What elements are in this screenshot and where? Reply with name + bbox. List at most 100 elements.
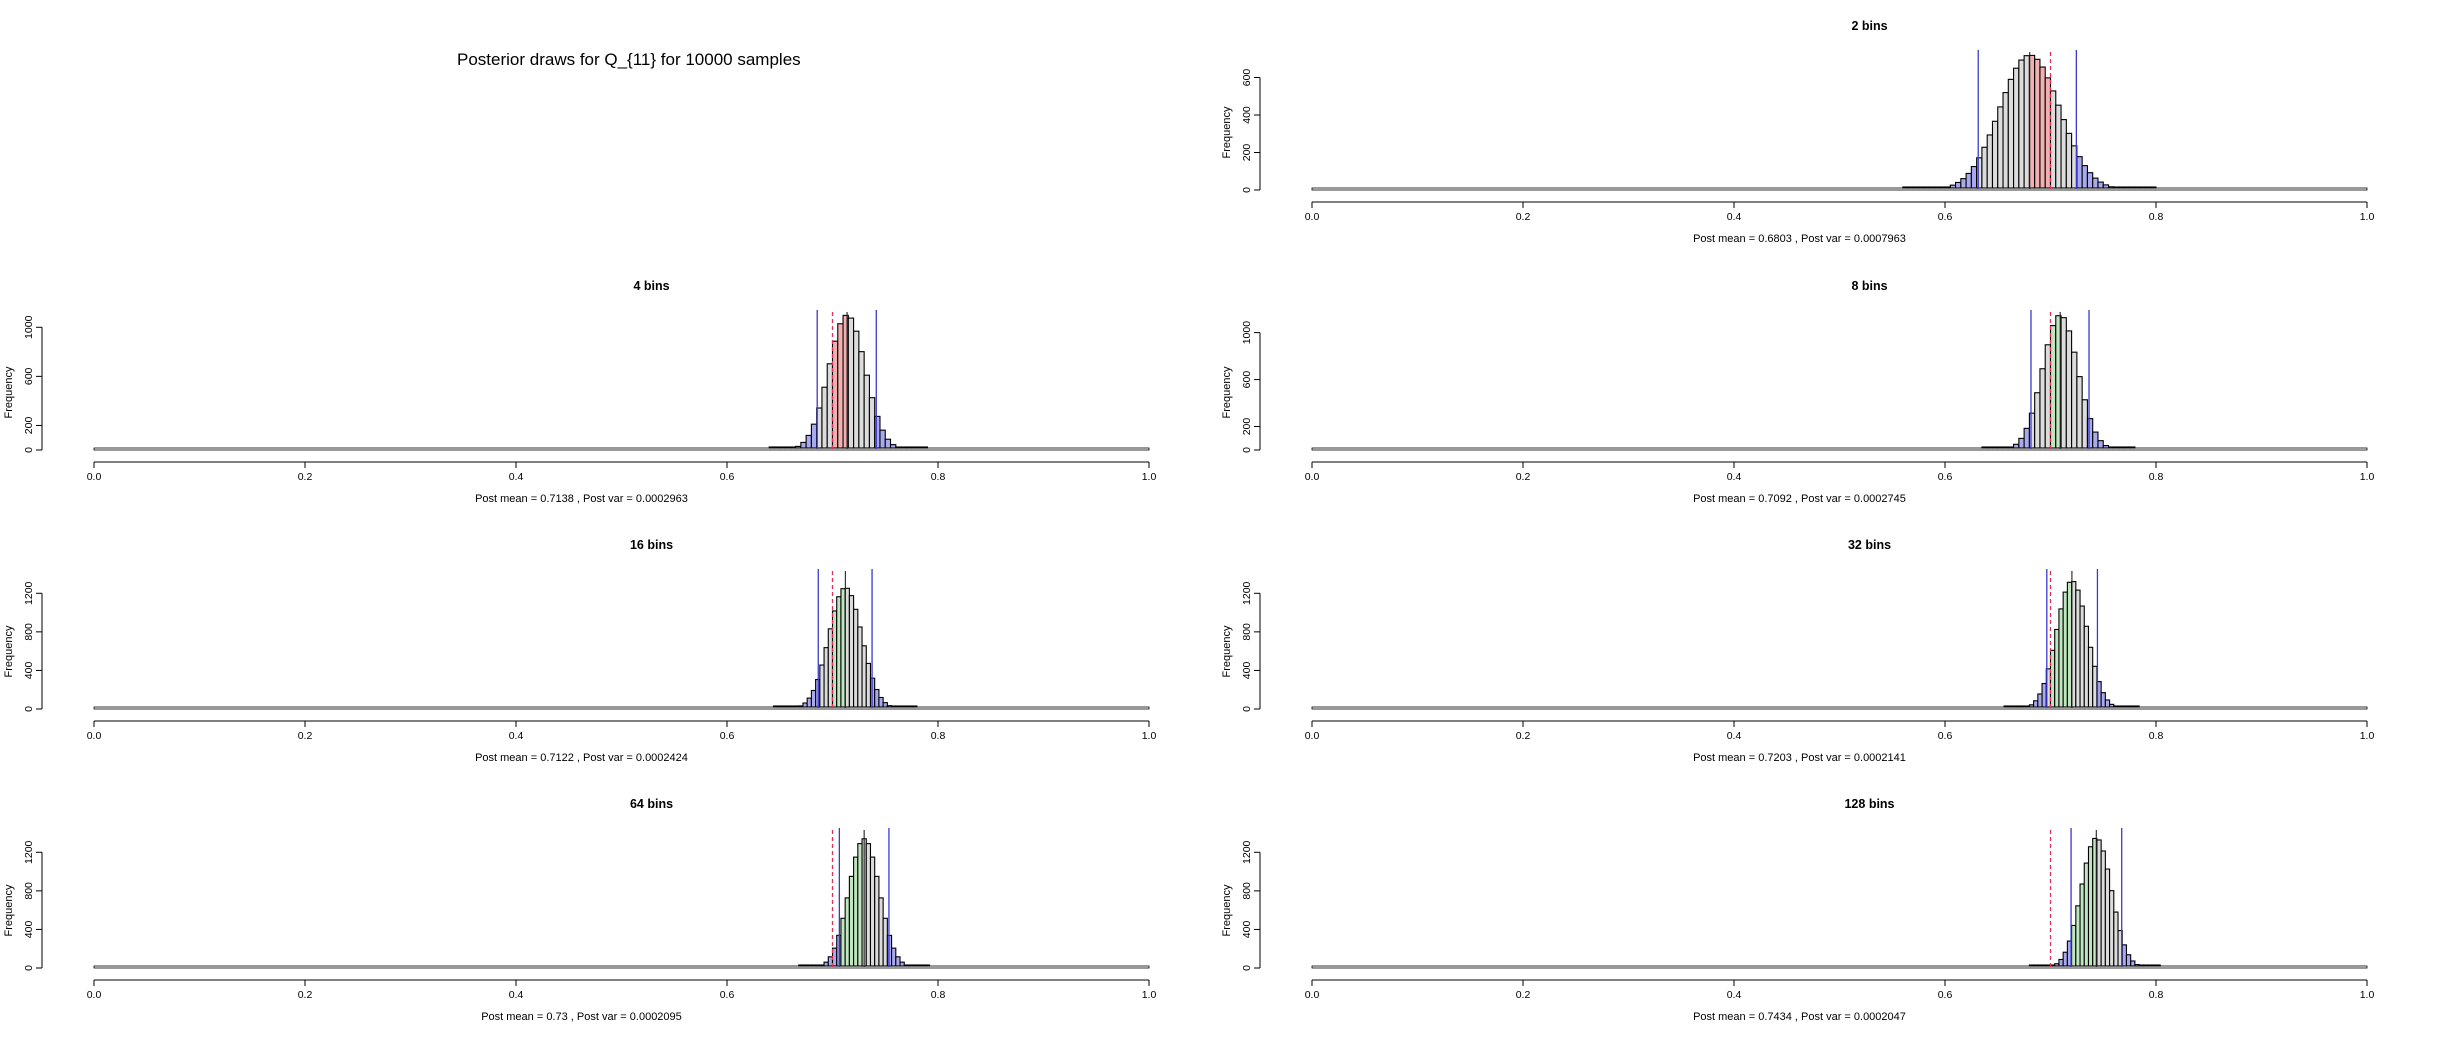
histogram-bar — [865, 843, 872, 967]
histogram-bar — [805, 434, 812, 449]
histogram-bar — [2002, 92, 2009, 189]
histogram-bar — [882, 702, 888, 708]
y-tick-label: 1200 — [23, 840, 35, 864]
histogram-bar — [798, 964, 804, 967]
histogram-bar — [1944, 186, 1951, 189]
histogram-bar — [826, 363, 834, 449]
histogram-bar — [2033, 700, 2039, 708]
histogram-bar — [2037, 964, 2043, 967]
histogram-bar — [785, 705, 791, 708]
histogram-bar — [912, 964, 918, 967]
x-tick-label: 0.2 — [298, 989, 313, 1001]
x-tick-label: 0.0 — [87, 730, 102, 742]
x-tick-label: 0.8 — [2149, 730, 2164, 742]
histogram-bar — [800, 441, 807, 449]
histogram-bar — [2018, 59, 2025, 189]
histogram-bar — [810, 689, 817, 708]
histogram-bar — [2018, 437, 2025, 449]
histogram-bar — [2058, 608, 2064, 708]
histogram-bar — [1981, 146, 1988, 189]
histogram-bar — [2086, 418, 2094, 449]
histogram-bar — [2081, 399, 2088, 449]
histogram-bar — [1939, 186, 1946, 189]
x-tick-label: 0.2 — [1516, 211, 1531, 223]
histogram-bar — [2087, 646, 2094, 708]
histogram-baseline — [1311, 706, 2368, 710]
histogram-bar — [798, 705, 804, 708]
histogram-bar — [2071, 924, 2077, 967]
histogram-bar — [2033, 964, 2039, 967]
histogram-bar — [861, 645, 867, 708]
histogram-bar — [2075, 905, 2081, 967]
x-tick-label: 0.0 — [87, 989, 102, 1001]
histogram-bar — [924, 964, 931, 967]
histogram-bar — [2044, 77, 2052, 189]
histogram-bar — [907, 705, 914, 708]
histogram-bar — [819, 964, 825, 967]
histogram-bar — [789, 446, 797, 449]
x-tick-label: 0.4 — [509, 730, 524, 742]
histogram-bar — [1986, 134, 1994, 189]
histogram-bar — [2037, 693, 2043, 708]
histogram-bar — [2097, 181, 2104, 189]
histogram-bar — [2024, 705, 2030, 708]
histogram-bar — [2002, 446, 2009, 449]
histogram-bar — [819, 664, 825, 708]
histogram-bar — [2102, 445, 2110, 449]
x-tick-label: 0.6 — [720, 989, 735, 1001]
chart-title: 2 bins — [1851, 19, 1887, 33]
y-tick-label: 1200 — [1241, 581, 1253, 605]
histogram-bar — [858, 351, 865, 449]
histogram-bar — [2102, 184, 2110, 189]
histogram-panel-3: 16 bins Frequency 0 400 800 1200 0.0 0.2 0.4 0.6 0… — [3, 538, 1156, 764]
histogram-bar — [1976, 157, 1983, 189]
histogram-bar — [2049, 325, 2057, 449]
histogram-bar — [869, 856, 876, 967]
x-tick-label: 0.6 — [1938, 989, 1953, 1001]
histogram-bar — [789, 705, 796, 708]
histogram-bar — [2071, 351, 2078, 449]
x-tick-label: 1.0 — [2360, 471, 2375, 483]
histogram-bar — [2113, 186, 2120, 189]
histogram-bar — [2013, 67, 2020, 189]
histogram-bar — [2117, 705, 2123, 708]
histogram-bar — [2060, 317, 2067, 449]
y-tick-label: 800 — [1241, 882, 1253, 900]
histogram-bar — [2007, 78, 2015, 189]
histogram-bar — [772, 705, 779, 708]
histogram-bar — [2076, 376, 2083, 449]
histogram-bar — [2121, 944, 2128, 967]
histogram-bar — [823, 647, 829, 708]
histogram-bar — [879, 429, 886, 449]
histogram-bar — [895, 705, 901, 708]
x-tick-label: 1.0 — [2360, 730, 2375, 742]
histogram-bar — [2054, 628, 2060, 708]
histogram-bar — [916, 446, 923, 449]
histogram-bar — [2016, 705, 2022, 708]
y-tick-label: 1200 — [1241, 840, 1253, 864]
histogram-bar — [891, 705, 897, 708]
histogram-bar — [2066, 581, 2073, 708]
histogram-bar — [2023, 55, 2030, 189]
x-tick-label: 0.0 — [87, 471, 102, 483]
page-title: Posterior draws for Q_{11} for 10000 sam… — [457, 50, 801, 69]
y-axis-label: Frequency — [3, 366, 15, 418]
y-axis-label: Frequency — [1221, 106, 1233, 158]
y-tick-label: 400 — [1241, 921, 1253, 939]
histogram-bar — [2049, 90, 2057, 189]
histogram-bar — [2087, 846, 2094, 967]
y-tick-label: 0 — [23, 447, 35, 453]
histogram-bar — [2113, 911, 2119, 967]
histogram-bar — [2123, 446, 2131, 449]
histogram-bar — [2034, 392, 2041, 449]
histogram-bar — [2121, 705, 2128, 708]
histogram-bar — [827, 628, 834, 708]
histogram-bar — [2062, 951, 2068, 967]
histogram-bar — [1981, 446, 1988, 449]
x-tick-label: 0.0 — [1305, 211, 1320, 223]
histogram-bar — [840, 917, 846, 967]
histogram-bar — [1954, 181, 1962, 189]
histogram-bar — [2083, 862, 2090, 967]
histogram-bar — [2130, 705, 2136, 708]
histogram-bar — [2147, 964, 2153, 967]
